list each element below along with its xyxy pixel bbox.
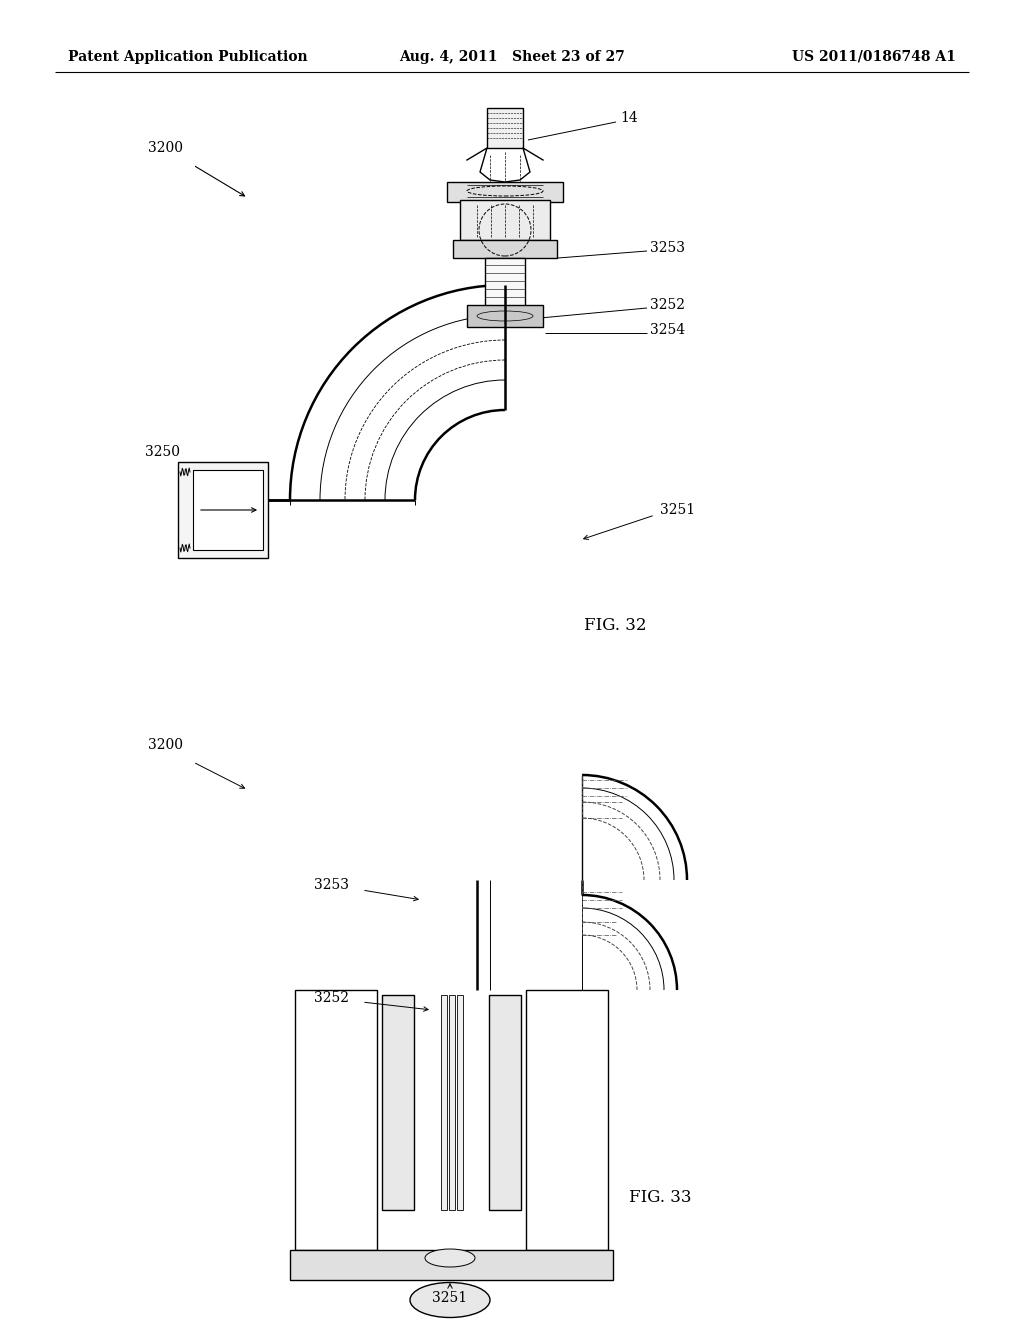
Bar	[295, 990, 377, 1250]
Text: Patent Application Publication: Patent Application Publication	[68, 50, 307, 63]
Text: 3252: 3252	[314, 991, 349, 1005]
Text: 3252: 3252	[650, 298, 685, 312]
Text: Aug. 4, 2011   Sheet 23 of 27: Aug. 4, 2011 Sheet 23 of 27	[399, 50, 625, 63]
Bar	[487, 108, 523, 148]
Text: 3254: 3254	[650, 323, 685, 337]
Bar	[447, 182, 563, 202]
Ellipse shape	[425, 1249, 475, 1267]
Bar	[193, 470, 263, 550]
Text: FIG. 33: FIG. 33	[629, 1189, 691, 1206]
Bar	[526, 990, 608, 1250]
Text: 3200: 3200	[148, 738, 183, 752]
Text: 3200: 3200	[148, 141, 183, 154]
Text: US 2011/0186748 A1: US 2011/0186748 A1	[793, 50, 956, 63]
Ellipse shape	[410, 1283, 490, 1317]
Bar	[382, 995, 414, 1210]
Text: 3251: 3251	[432, 1291, 468, 1305]
Text: FIG. 32: FIG. 32	[584, 616, 646, 634]
Bar	[440, 995, 446, 1210]
Bar	[290, 1250, 613, 1280]
Text: 3250: 3250	[145, 445, 180, 459]
Bar	[460, 201, 550, 240]
Bar	[489, 995, 521, 1210]
Bar	[467, 305, 543, 327]
Bar	[178, 462, 268, 558]
Bar	[485, 257, 525, 306]
Text: 3251: 3251	[660, 503, 695, 517]
Bar	[457, 995, 463, 1210]
Text: 3253: 3253	[650, 242, 685, 255]
Bar	[453, 240, 557, 257]
Bar	[449, 995, 455, 1210]
Text: 14: 14	[620, 111, 638, 125]
Text: 3253: 3253	[314, 878, 349, 892]
